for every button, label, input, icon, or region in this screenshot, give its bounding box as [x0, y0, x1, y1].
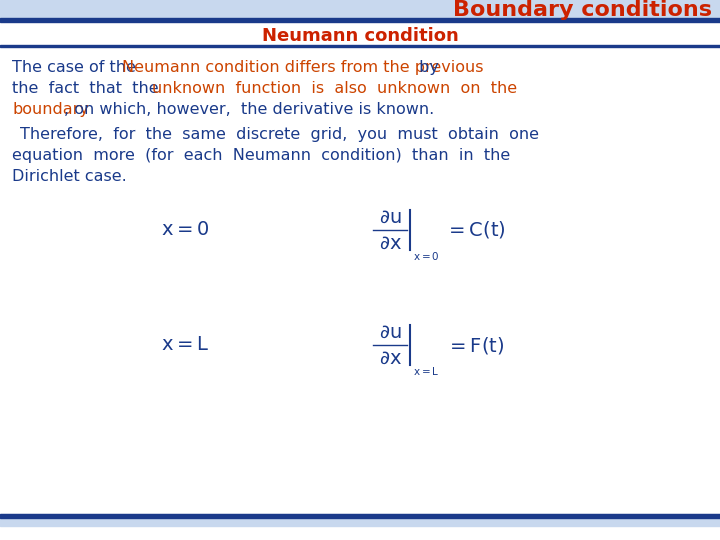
Text: $=\mathrm{C(t)}$: $=\mathrm{C(t)}$ [445, 219, 505, 240]
Text: $\mathrm{x=0}$: $\mathrm{x=0}$ [413, 250, 440, 262]
Text: unknown  function  is  also  unknown  on  the: unknown function is also unknown on the [152, 81, 517, 96]
Text: $=\mathrm{F(t)}$: $=\mathrm{F(t)}$ [446, 334, 504, 355]
Text: , on which, however,  the derivative is known.: , on which, however, the derivative is k… [64, 102, 434, 117]
Bar [0, 18, 720, 22]
Text: Dirichlet case.: Dirichlet case. [12, 169, 127, 184]
Text: $\partial\mathrm{u}$: $\partial\mathrm{u}$ [379, 207, 401, 226]
Text: by: by [414, 60, 439, 75]
Text: $\mathrm{x=L}$: $\mathrm{x=L}$ [161, 336, 209, 354]
Text: Boundary conditions: Boundary conditions [453, 0, 712, 20]
Text: $\partial\mathrm{x}$: $\partial\mathrm{x}$ [379, 233, 402, 253]
Text: boundary: boundary [12, 102, 89, 117]
Text: $\mathrm{x=L}$: $\mathrm{x=L}$ [413, 365, 439, 377]
Text: $\partial\mathrm{x}$: $\partial\mathrm{x}$ [379, 348, 402, 368]
Text: $\partial\mathrm{u}$: $\partial\mathrm{u}$ [379, 322, 401, 341]
Bar [0, 45, 720, 47]
Bar [0, 0, 720, 18]
Text: equation  more  (for  each  Neumann  condition)  than  in  the: equation more (for each Neumann conditio… [12, 148, 510, 163]
Text: Neumann condition differs from the previous: Neumann condition differs from the previ… [122, 60, 484, 75]
Text: Therefore,  for  the  same  discrete  grid,  you  must  obtain  one: Therefore, for the same discrete grid, y… [20, 127, 539, 142]
Text: The case of the: The case of the [12, 60, 141, 75]
Text: $\mathrm{x=0}$: $\mathrm{x=0}$ [161, 221, 210, 239]
Text: the  fact  that  the: the fact that the [12, 81, 163, 96]
Text: Neumann condition: Neumann condition [261, 27, 459, 45]
Bar [0, 514, 720, 526]
Bar [0, 514, 720, 518]
